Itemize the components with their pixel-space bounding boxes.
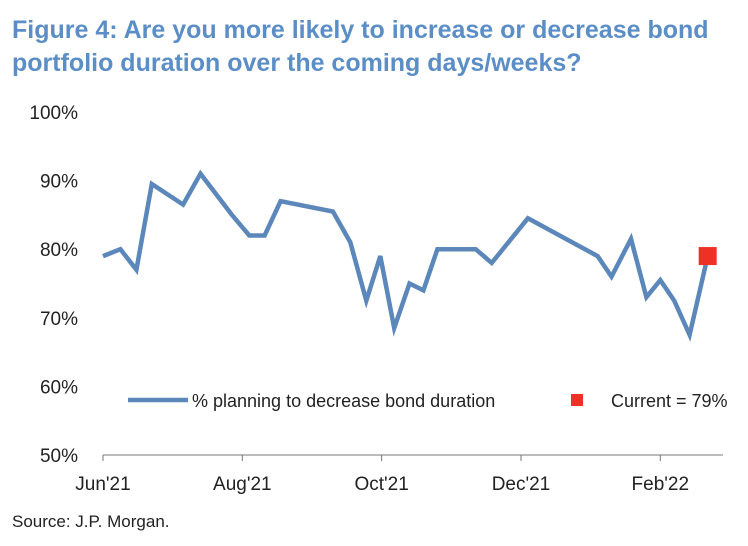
legend: % planning to decrease bond duration Curr… xyxy=(128,391,728,411)
legend-current-label: Current = 79% xyxy=(611,391,728,411)
y-tick-label: 60% xyxy=(40,377,78,398)
y-tick-label: 50% xyxy=(40,446,78,467)
current-marker xyxy=(698,247,717,266)
y-tick-label: 70% xyxy=(40,309,78,330)
source-note: Source: J.P. Morgan. xyxy=(12,512,170,531)
y-tick-label: 80% xyxy=(40,240,78,261)
chart-title: Figure 4: Are you more likely to increas… xyxy=(12,16,709,77)
y-tick-label: 100% xyxy=(29,103,78,124)
x-tick-label: Jun'21 xyxy=(75,474,130,495)
x-tick-label: Dec'21 xyxy=(492,474,551,495)
x-axis: Jun'21 Aug'21 Oct'21 Dec'21 Feb'22 xyxy=(75,454,723,495)
x-tick-label: Aug'21 xyxy=(213,474,272,495)
y-axis: 50% 60% 70% 80% 90% 100% xyxy=(29,103,78,467)
x-tick-label: Feb'22 xyxy=(632,474,690,495)
x-tick-label: Oct'21 xyxy=(354,474,408,495)
series-line xyxy=(102,169,710,342)
y-tick-label: 90% xyxy=(40,172,78,193)
legend-series-label: % planning to decrease bond duration xyxy=(192,391,495,411)
legend-current-swatch xyxy=(571,394,583,406)
plot-area xyxy=(102,169,717,342)
